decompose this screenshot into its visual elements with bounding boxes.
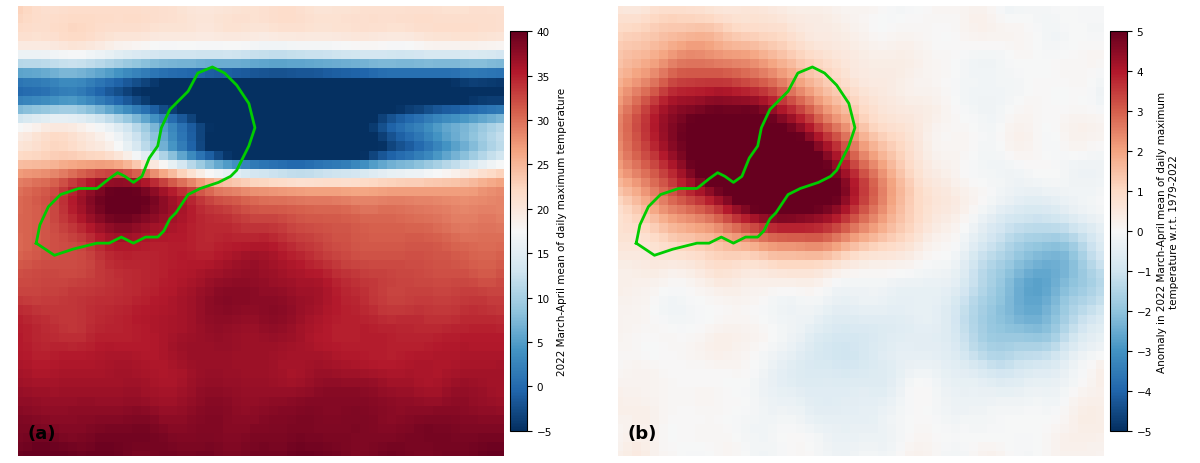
- Text: (b): (b): [628, 425, 658, 442]
- Y-axis label: 2022 March-April mean of daily maximum temperature: 2022 March-April mean of daily maximum t…: [558, 88, 568, 375]
- Y-axis label: Anomaly in 2022 March-April mean of daily maximum
temperature w.r.t. 1979-2022: Anomaly in 2022 March-April mean of dail…: [1158, 91, 1180, 372]
- Text: (a): (a): [28, 425, 56, 442]
